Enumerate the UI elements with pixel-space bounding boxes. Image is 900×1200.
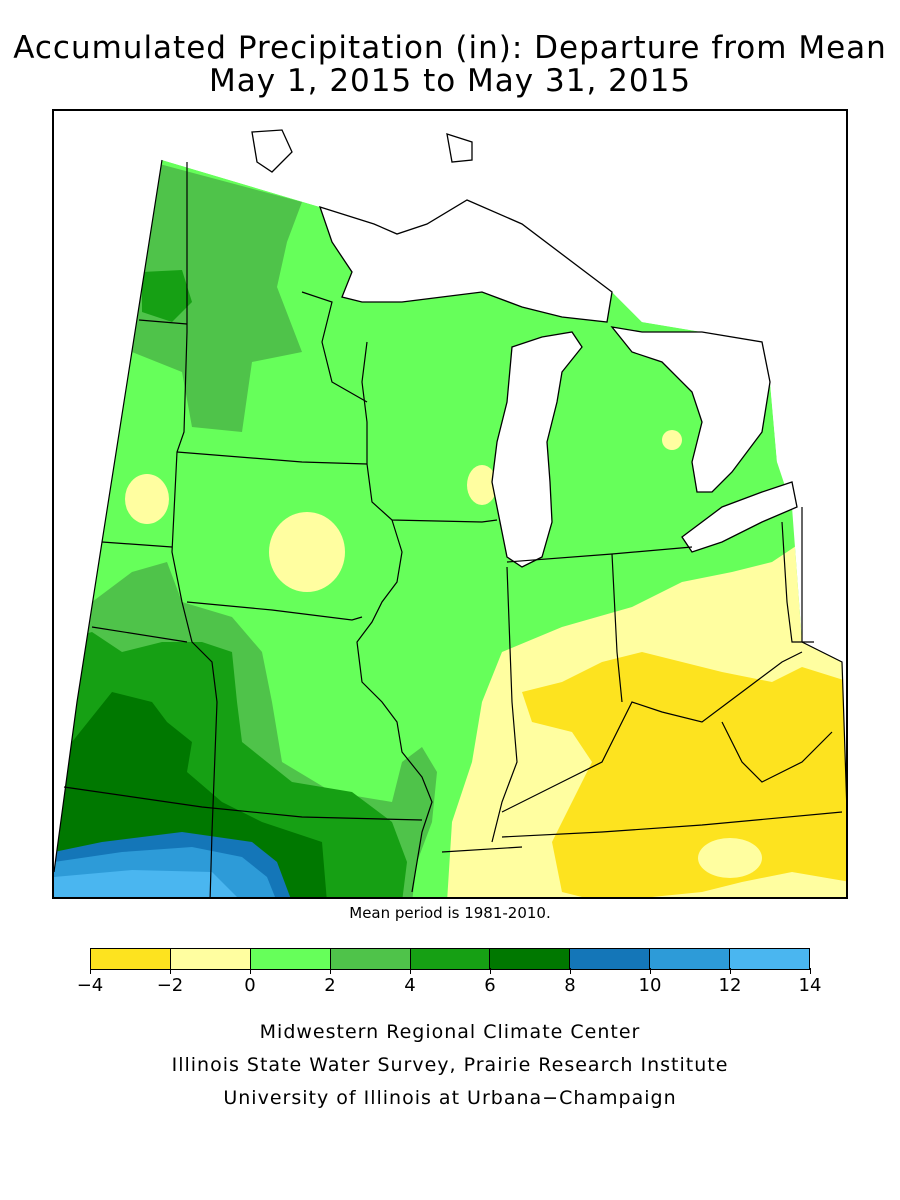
map-edge-west [54,159,163,873]
band-2-to-4-north [122,162,302,432]
legend-tick-mark [249,968,251,974]
legend-swatch-3 [330,949,411,969]
legend-tick-mark [649,968,651,974]
border-sd-ne [101,541,173,548]
legend-tick-mark [729,968,731,974]
lake-erie [682,482,797,552]
band-12-to-14 [54,870,242,897]
border-ks-ne [91,626,188,643]
legend-swatch-8 [730,949,810,969]
state-borders [54,159,846,897]
border-ok-ks [63,786,423,821]
legend-tick-label: 4 [404,975,416,996]
border-mississippi [356,519,433,893]
band-minus4-to-minus2 [522,652,846,897]
border-mn-wi [361,341,498,523]
legend-tick-label: 0 [244,975,256,996]
border-mn-inner [301,291,368,403]
map-edge-east [801,507,846,801]
band-4-to-6-north [142,270,192,322]
legend-tick-mark [89,968,91,974]
map-panel [52,109,848,899]
legend-swatch-5 [490,949,571,969]
legend-tick-label: 6 [484,975,496,996]
mean-period-note: Mean period is 1981-2010. [349,904,551,922]
band-minus2-to-0-mi [662,430,682,450]
legend-tick-label: −4 [76,975,104,996]
legend-swatch-0 [91,949,171,969]
border-nd-sd-mn [176,451,368,465]
canada-land-north [162,112,846,521]
border-in-oh [611,553,623,703]
border-mo-ar [441,846,523,853]
border-ky-tn [501,811,843,838]
legend-tick-mark [409,968,411,974]
legend-tick-label: 14 [798,975,822,996]
border-il-in [491,566,518,843]
legend-tick-mark [489,968,491,974]
map-title: Accumulated Precipitation (in): Departur… [13,30,887,66]
border-wv-va [721,721,833,783]
lake-huron [612,327,770,492]
lake-outlines [251,129,798,568]
legend-swatch-1 [170,949,251,969]
legend-swatch-7 [650,949,731,969]
band-minus2-to-0-sd [125,474,169,524]
legend-tick-mark [809,968,811,974]
legend-swatch-6 [570,949,651,969]
date-range: May 1, 2015 to May 31, 2015 [208,63,692,99]
border-ne-ia [186,601,363,621]
border-ohio-river [501,651,803,813]
credit-line-3: University of Illinois at Urbana−Champai… [223,1087,677,1109]
legend-tick-label: 12 [718,975,742,996]
legend-tick-label: 2 [324,975,336,996]
band-minus2-to-0-tn [698,838,762,878]
legend-tick-mark [169,968,171,974]
legend-swatch-2 [250,949,331,969]
legend-tick-label: 8 [564,975,576,996]
border-west [171,162,218,897]
lake-michigan [492,332,582,567]
legend-swatch-4 [410,949,491,969]
legend-tick-mark [569,968,571,974]
great-lakes [162,112,846,567]
border-mt-nd [138,319,188,325]
legend-tick-mark [329,968,331,974]
legend-colorbar [90,948,810,970]
band-minus2-to-0-iowa [269,512,345,592]
band-minus2-to-0-wi [467,465,497,505]
legend-tick-label: 10 [638,975,662,996]
credit-line-1: Midwestern Regional Climate Center [259,1021,641,1043]
legend-tick-label: −2 [156,975,184,996]
lake-superior [320,200,612,322]
credit-line-2: Illinois State Water Survey, Prairie Res… [171,1054,729,1076]
